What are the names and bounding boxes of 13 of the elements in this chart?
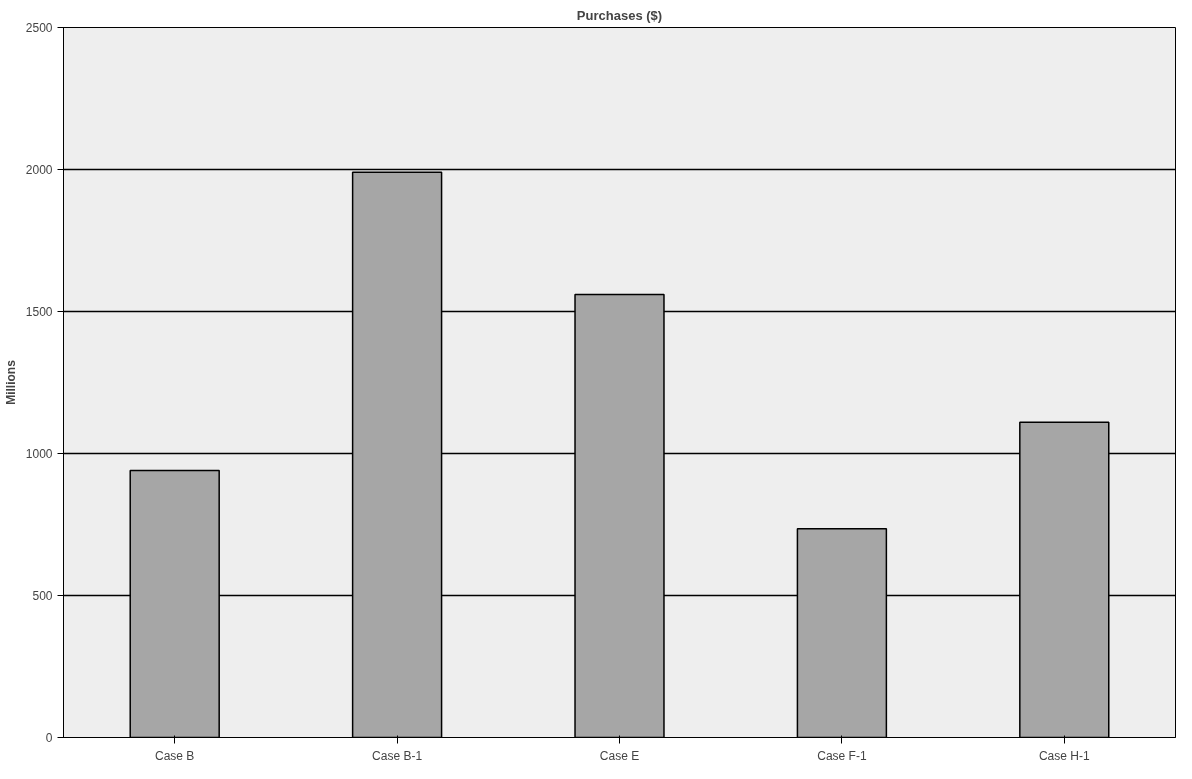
y-tick-label: 500 <box>32 589 53 603</box>
x-tick-label: Case E <box>599 748 640 763</box>
x-tick-label: Case B <box>155 748 195 763</box>
y-tick-label: 0 <box>45 731 53 745</box>
x-tick-label: Case B-1 <box>372 748 423 763</box>
y-tick-label: 1000 <box>25 447 53 461</box>
x-tick-label: Case F-1 <box>817 748 867 763</box>
y-tick-label: 2000 <box>25 163 53 177</box>
y-tick-label: 2500 <box>25 21 53 35</box>
chart-title: Purchases ($) <box>576 7 663 23</box>
y-axis-title: Millions <box>3 359 18 405</box>
x-tick-label: Case H-1 <box>1038 748 1090 763</box>
y-tick-label: 1500 <box>25 305 53 319</box>
